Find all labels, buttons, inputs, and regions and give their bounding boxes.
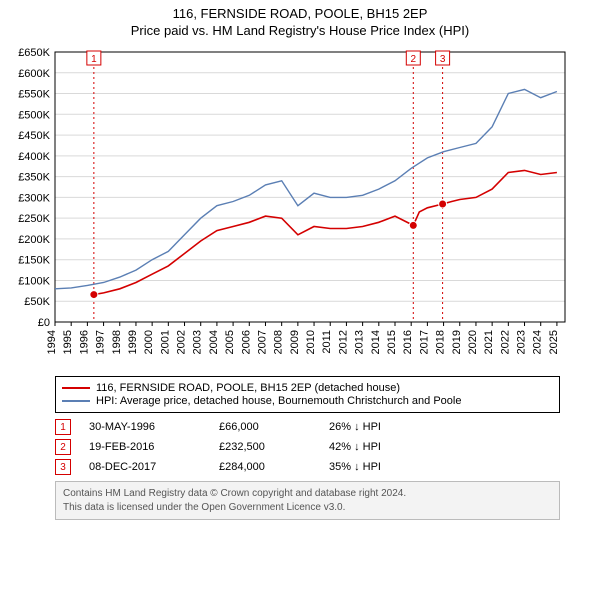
y-tick-label: £650K xyxy=(18,47,50,59)
x-tick-label: 2006 xyxy=(240,330,252,354)
sale-row: 1 30-MAY-1996£66,00026% ↓ HPI xyxy=(55,419,560,435)
y-tick-label: £250K xyxy=(18,213,50,225)
title-main: 116, FERNSIDE ROAD, POOLE, BH15 2EP xyxy=(10,6,590,21)
legend-swatch xyxy=(62,387,90,389)
sale-marker: 2 xyxy=(55,439,71,455)
x-tick-label: 1999 xyxy=(127,330,139,354)
x-tick-label: 2023 xyxy=(516,330,528,354)
x-tick-label: 2015 xyxy=(386,330,398,354)
y-tick-label: £600K xyxy=(18,68,50,80)
y-tick-label: £150K xyxy=(18,255,50,267)
x-tick-label: 2011 xyxy=(321,330,333,354)
x-tick-label: 2012 xyxy=(337,330,349,354)
x-tick-label: 2016 xyxy=(402,330,414,354)
x-tick-label: 1994 xyxy=(46,330,58,354)
x-tick-label: 2019 xyxy=(451,330,463,354)
legend-label: 116, FERNSIDE ROAD, POOLE, BH15 2EP (det… xyxy=(96,382,400,394)
legend-item: 116, FERNSIDE ROAD, POOLE, BH15 2EP (det… xyxy=(62,382,553,394)
legend: 116, FERNSIDE ROAD, POOLE, BH15 2EP (det… xyxy=(55,376,560,413)
y-tick-label: £50K xyxy=(24,296,50,308)
footer-line-2: This data is licensed under the Open Gov… xyxy=(63,501,552,515)
page-container: 116, FERNSIDE ROAD, POOLE, BH15 2EP Pric… xyxy=(0,0,600,520)
title-sub: Price paid vs. HM Land Registry's House … xyxy=(10,23,590,38)
y-tick-label: £300K xyxy=(18,192,50,204)
x-tick-label: 2017 xyxy=(418,330,430,354)
sale-point xyxy=(90,291,98,299)
x-tick-label: 2021 xyxy=(483,330,495,354)
chart: £0 £50K £100K £150K £200K £250K £300K £350K £400… xyxy=(0,42,600,372)
sale-marker-number: 3 xyxy=(440,54,446,65)
footer: Contains HM Land Registry data © Crown c… xyxy=(55,481,560,520)
legend-item: HPI: Average price, detached house, Bour… xyxy=(62,395,553,407)
x-tick-label: 2003 xyxy=(192,330,204,354)
sale-diff: 42% ↓ HPI xyxy=(329,441,381,453)
x-tick-label: 2002 xyxy=(176,330,188,354)
y-tick-label: £100K xyxy=(18,275,50,287)
sale-diff: 26% ↓ HPI xyxy=(329,421,381,433)
x-tick-label: 2025 xyxy=(548,330,560,354)
sale-price: £66,000 xyxy=(219,421,329,433)
y-tick-label: £350K xyxy=(18,172,50,184)
x-tick-label: 1995 xyxy=(62,330,74,354)
x-tick-label: 1996 xyxy=(78,330,90,354)
x-tick-label: 2001 xyxy=(159,330,171,354)
sale-row: 2 19-FEB-2016£232,50042% ↓ HPI xyxy=(55,439,560,455)
x-tick-label: 2000 xyxy=(143,330,155,354)
sale-price: £232,500 xyxy=(219,441,329,453)
x-tick-label: 2014 xyxy=(370,330,382,354)
x-tick-label: 2005 xyxy=(224,330,236,354)
x-tick-label: 2018 xyxy=(435,330,447,354)
sale-date: 08-DEC-2017 xyxy=(89,461,219,473)
x-tick-label: 2024 xyxy=(532,330,544,354)
chart-svg: £0 £50K £100K £150K £200K £250K £300K £350K £400… xyxy=(0,42,600,372)
sale-marker-number: 2 xyxy=(411,54,417,65)
y-tick-label: £450K xyxy=(18,130,50,142)
y-tick-label: £0 xyxy=(38,317,50,329)
x-tick-label: 2013 xyxy=(354,330,366,354)
y-tick-label: £550K xyxy=(18,89,50,101)
sale-point xyxy=(409,221,417,229)
sale-row: 3 08-DEC-2017£284,00035% ↓ HPI xyxy=(55,459,560,475)
x-tick-label: 2009 xyxy=(289,330,301,354)
sale-date: 19-FEB-2016 xyxy=(89,441,219,453)
x-tick-label: 2010 xyxy=(305,330,317,354)
title-block: 116, FERNSIDE ROAD, POOLE, BH15 2EP Pric… xyxy=(0,0,600,42)
y-tick-label: £400K xyxy=(18,151,50,163)
sale-diff: 35% ↓ HPI xyxy=(329,461,381,473)
sale-marker-number: 1 xyxy=(91,54,97,65)
y-tick-label: £500K xyxy=(18,109,50,121)
sale-point xyxy=(439,200,447,208)
x-tick-label: 2004 xyxy=(208,330,220,354)
x-tick-label: 1997 xyxy=(95,330,107,354)
x-tick-label: 2022 xyxy=(499,330,511,354)
legend-label: HPI: Average price, detached house, Bour… xyxy=(96,395,461,407)
sale-date: 30-MAY-1996 xyxy=(89,421,219,433)
x-tick-label: 2007 xyxy=(256,330,268,354)
x-tick-label: 1998 xyxy=(111,330,123,354)
sale-marker: 1 xyxy=(55,419,71,435)
sale-price: £284,000 xyxy=(219,461,329,473)
y-tick-label: £200K xyxy=(18,234,50,246)
sales-list: 1 30-MAY-1996£66,00026% ↓ HPI 2 19-FEB-2016… xyxy=(55,419,560,475)
sale-marker: 3 xyxy=(55,459,71,475)
x-tick-label: 2020 xyxy=(467,330,479,354)
legend-swatch xyxy=(62,400,90,402)
footer-line-1: Contains HM Land Registry data © Crown c… xyxy=(63,487,552,501)
x-tick-label: 2008 xyxy=(273,330,285,354)
